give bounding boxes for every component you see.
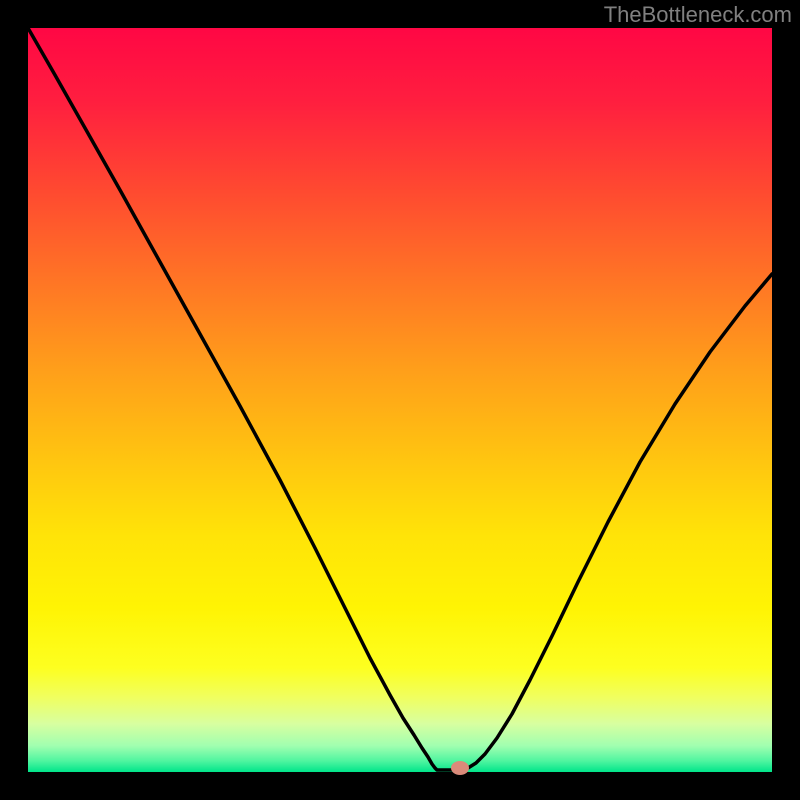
bottleneck-curve-chart: [0, 0, 800, 800]
watermark-text: TheBottleneck.com: [604, 2, 792, 28]
chart-container: TheBottleneck.com: [0, 0, 800, 800]
plot-area: [28, 28, 772, 772]
optimal-point-marker: [451, 761, 469, 775]
